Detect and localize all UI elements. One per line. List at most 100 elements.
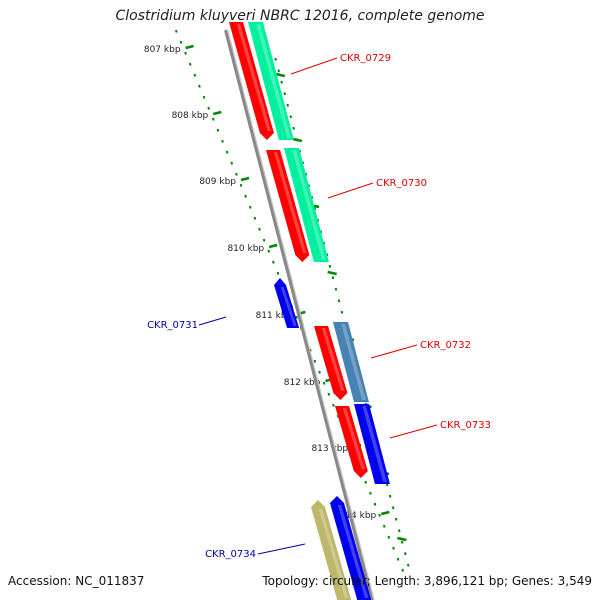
outer-dot (391, 506, 395, 510)
ruler-dot (258, 227, 261, 231)
outer-dot (283, 92, 287, 96)
ruler-tick-label: 812 kbp (284, 378, 321, 388)
outer-dot (388, 494, 392, 498)
ruler-major-tick (240, 176, 250, 182)
outer-dot (286, 103, 290, 107)
ruler-dot (322, 381, 326, 385)
gene-CKR_0732 (333, 322, 369, 402)
gene-label-connector (257, 543, 306, 555)
cds-CKR_0734-shine (337, 505, 369, 598)
cds-CKR_0729-shine (236, 24, 272, 131)
outer-dot (406, 563, 410, 567)
ruler-dot (276, 271, 280, 275)
gene-CKR_0734 (311, 500, 352, 600)
ruler-dot (175, 29, 178, 33)
ruler-dot (221, 139, 224, 143)
gene-label-CKR_0731[interactable]: CKR_0731 (147, 320, 198, 331)
ruler-tick-label: 807 kbp (144, 45, 181, 55)
ruler-tick-label: 810 kbp (227, 244, 264, 254)
gene-label-connector (389, 424, 438, 439)
ruler-dot (207, 106, 211, 110)
cds-CKR_0734 (330, 496, 372, 600)
gene-CKR_0729 (248, 22, 294, 140)
ruler-dot (198, 84, 201, 88)
ruler-dot (327, 392, 331, 396)
ruler-dot (193, 73, 197, 77)
ruler-tick-label: 813 kbp (311, 444, 348, 454)
outer-dot (334, 287, 338, 291)
ruler-tick-label: 808 kbp (172, 111, 209, 121)
gene-label-connector (327, 182, 374, 199)
gene-label-CKR_0734[interactable]: CKR_0734 (205, 549, 256, 560)
cds-CKR_0733-shine (342, 408, 366, 469)
ruler-major-tick (185, 44, 194, 50)
gene-CKR_0729-body (248, 22, 294, 140)
outer-dot (292, 126, 296, 130)
ruler-dot (262, 238, 266, 242)
gene-CKR_0732-shine (341, 324, 366, 400)
genome-title: Clostridium kluyveri NBRC 12016, complet… (115, 8, 485, 24)
outer-dot (337, 299, 341, 303)
gene-CKR_0733-shine (362, 406, 387, 482)
cds-CKR_0730-shine (273, 152, 307, 253)
ruler-tick-label: 814 kbp (340, 511, 377, 521)
ruler-dot (211, 117, 215, 121)
outer-dot (280, 80, 284, 84)
gene-label-CKR_0730[interactable]: CKR_0730 (376, 178, 427, 189)
gene-label-CKR_0732[interactable]: CKR_0732 (420, 340, 471, 351)
outer-major-tick (397, 536, 407, 542)
accession-text: Accession: NC_011837 (8, 574, 145, 588)
outer-major-tick (275, 72, 286, 78)
gene-features (229, 22, 390, 600)
ruler: 807 kbp 808 kbp 809 kbp 810 kbp 811 kbp 812 k… (144, 29, 410, 572)
outer-major-tick (327, 270, 337, 276)
ruler-dot (378, 513, 381, 517)
gene-CKR_0731-shine (280, 287, 297, 326)
gene-CKR_0734-shine (318, 509, 349, 598)
gene-CKR_0730 (284, 148, 329, 262)
gene-label-CKR_0733[interactable]: CKR_0733 (440, 420, 491, 431)
genome-backbone (224, 29, 375, 600)
outer-dot (394, 517, 398, 521)
cds-CKR_0729 (229, 22, 274, 140)
gene-CKR_0732-body (333, 322, 369, 402)
backbone-line (224, 29, 375, 600)
gene-CKR_0733-body (354, 404, 390, 484)
ruler-dot (382, 524, 386, 528)
ruler-dot (272, 260, 275, 264)
ruler-dot (244, 194, 247, 198)
cds-CKR_0734-body (330, 496, 372, 600)
ruler-dot (387, 535, 391, 539)
ruler-dot (364, 480, 368, 484)
ruler-dot (179, 40, 183, 44)
cds-CKR_0732 (314, 326, 348, 400)
ruler-dot (216, 128, 220, 132)
outer-dot (277, 69, 281, 73)
topology-text: Topology: circular; Length: 3,896,121 bp… (262, 574, 592, 588)
gene-label-connector (370, 344, 418, 359)
gene-label-connector (198, 316, 227, 326)
ruler-dot (332, 403, 335, 407)
gene-CKR_0731 (274, 278, 300, 328)
outer-dot (340, 310, 344, 314)
ruler-dot (225, 150, 229, 154)
ruler-major-tick (380, 510, 390, 516)
outer-dot (328, 264, 332, 268)
outer-dot (274, 57, 277, 61)
ruler-dot (248, 205, 252, 209)
gene-label-CKR_0729[interactable]: CKR_0729 (340, 53, 391, 64)
ruler-dot (267, 249, 271, 253)
gene-labels: CKR_0729 CKR_0730 CKR_0731 CKR_0732 CKR_0733… (147, 53, 491, 560)
gene-CKR_0729-shine (256, 24, 291, 138)
cds-CKR_0729-body (229, 22, 274, 140)
gene-CKR_0733 (354, 404, 390, 484)
ruler-dot (369, 491, 372, 495)
outer-dot (397, 529, 401, 533)
ruler-dot (235, 172, 238, 176)
ruler-dot (313, 359, 317, 363)
cds-CKR_0730 (266, 150, 310, 262)
cds-CKR_0733-body (335, 406, 368, 478)
gene-CKR_0730-body (284, 148, 329, 262)
outer-dot (403, 552, 407, 556)
